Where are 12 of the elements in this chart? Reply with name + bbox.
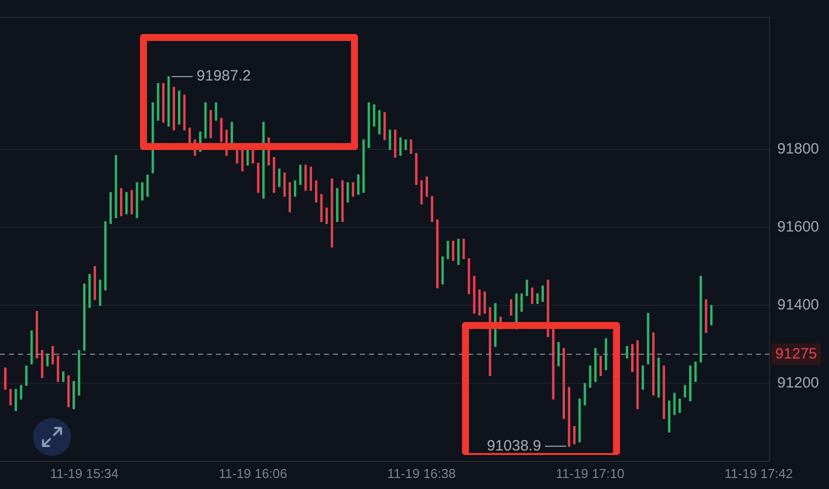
y-tick-label: 91200: [777, 374, 820, 392]
x-tick-label: 11-19 16:06: [218, 466, 288, 481]
x-tick-label: 11-19 15:34: [50, 466, 119, 481]
annotation: 91987.2: [196, 68, 251, 85]
x-tick-label: 11-19 16:38: [387, 466, 456, 481]
annotation: 91038.9: [486, 437, 542, 454]
y-tick-label: 91600: [777, 218, 820, 236]
y-tick-label: 91800: [777, 140, 820, 158]
ref-line-label: 91275: [775, 345, 818, 362]
y-tick-label: 91400: [777, 296, 820, 314]
x-tick-label: 11-19 17:10: [556, 466, 624, 481]
x-tick-label: 11-19 17:42: [724, 466, 793, 481]
